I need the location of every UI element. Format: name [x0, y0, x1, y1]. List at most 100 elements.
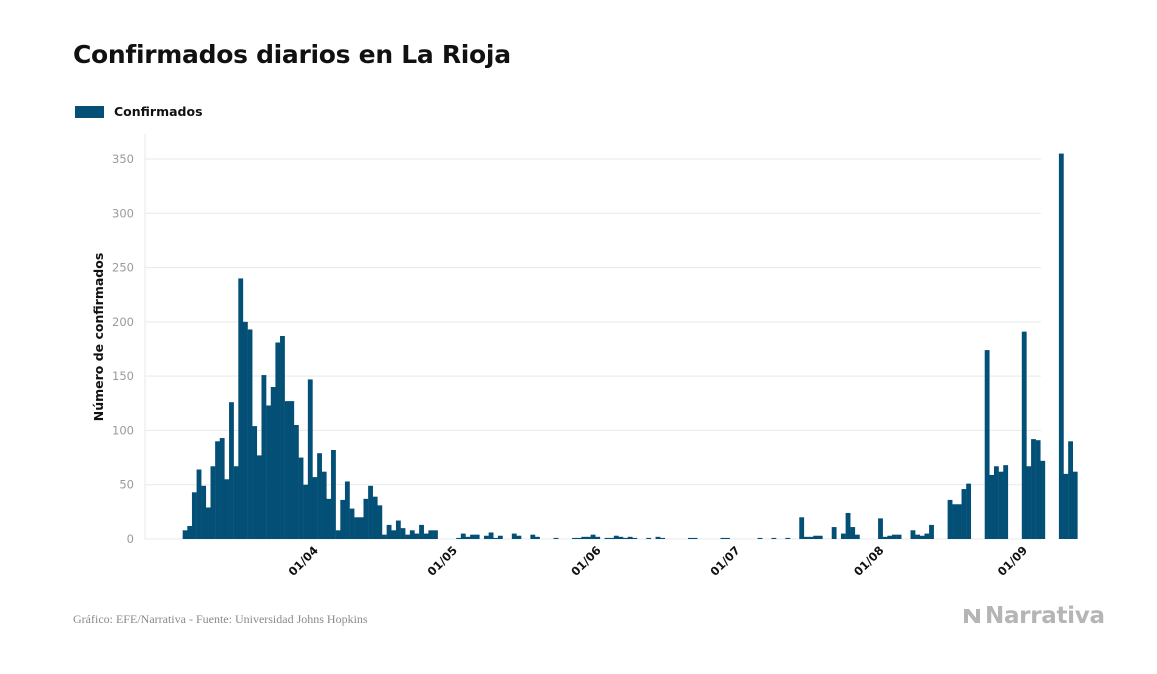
bar [219, 438, 225, 539]
bar [966, 483, 972, 539]
bar [275, 342, 281, 539]
bar [896, 534, 902, 539]
x-tick-labels: 01/04 01/05 01/06 01/07 01/08 01/09 [285, 543, 1030, 579]
bar [771, 537, 777, 539]
bar [891, 534, 897, 539]
bar [358, 517, 364, 539]
bar [224, 479, 230, 539]
bar [261, 375, 267, 539]
bar [535, 536, 540, 539]
bar [576, 537, 582, 539]
bar [1003, 465, 1009, 539]
y-tick-label: 250 [112, 261, 134, 275]
bar [289, 401, 295, 539]
bar [465, 536, 471, 539]
bar [1040, 460, 1046, 539]
bars [182, 153, 1078, 539]
bar [808, 536, 814, 539]
bar [604, 537, 610, 539]
bar [187, 525, 193, 539]
bar [595, 536, 601, 539]
x-tick-label: 01/08 [851, 543, 887, 579]
bar [757, 537, 763, 539]
bar [344, 481, 350, 539]
bar [1026, 466, 1032, 539]
bar [840, 533, 846, 539]
bar [331, 449, 336, 539]
bar [530, 534, 536, 539]
bar [831, 527, 837, 539]
bar [326, 498, 332, 539]
bar [456, 537, 462, 539]
bar [256, 455, 262, 539]
chart-title: Confirmados diarios en La Rioja [73, 40, 511, 69]
bar [386, 524, 392, 539]
bar [785, 537, 791, 539]
bar [242, 321, 248, 539]
bar [210, 466, 216, 539]
bar [233, 466, 239, 539]
bar [1031, 439, 1036, 539]
bar [201, 485, 207, 539]
bar [882, 536, 888, 539]
bar [307, 379, 313, 539]
bar [303, 484, 309, 539]
bar [372, 496, 378, 539]
bar [470, 534, 475, 539]
legend-label: Confirmados [114, 104, 203, 119]
bar [516, 535, 522, 539]
bar [586, 536, 591, 539]
bar [623, 537, 628, 539]
brand: Narrativa [962, 603, 1105, 629]
y-tick-label: 0 [127, 532, 134, 546]
bar [395, 520, 401, 539]
bar [321, 471, 327, 539]
bar [688, 537, 693, 539]
bar [947, 499, 953, 539]
bar [433, 530, 438, 539]
y-tick-label: 50 [119, 478, 134, 492]
bar [266, 405, 271, 539]
x-tick-label: 01/04 [285, 543, 321, 579]
x-tick-label: 01/07 [707, 543, 743, 579]
bar [725, 537, 730, 539]
bar [419, 524, 424, 539]
bar [581, 536, 587, 539]
bar [1068, 441, 1073, 539]
bar [660, 537, 666, 539]
bar [298, 457, 304, 539]
bar [400, 528, 406, 539]
bar [484, 535, 489, 539]
bar [252, 426, 258, 539]
bar [924, 533, 930, 539]
bar [1058, 153, 1064, 539]
bar [845, 512, 851, 539]
bar [817, 535, 823, 539]
bar [915, 534, 921, 539]
bar [497, 535, 503, 539]
legend-swatch [75, 105, 104, 118]
bar [191, 492, 197, 539]
bar [377, 505, 383, 539]
bar [655, 536, 661, 539]
bar [428, 530, 434, 539]
bar [961, 489, 967, 539]
y-tick-label: 350 [112, 152, 134, 166]
x-tick-label: 01/06 [568, 543, 604, 579]
bar [229, 402, 234, 539]
bar [284, 401, 290, 539]
bar [627, 536, 633, 539]
bar [409, 530, 415, 539]
bar [984, 350, 990, 539]
bar [270, 387, 276, 539]
bar [1035, 440, 1041, 539]
bar [590, 534, 596, 539]
bar [632, 537, 638, 539]
bar [215, 441, 220, 539]
bar [1072, 471, 1078, 539]
bar [312, 477, 318, 539]
bar [340, 499, 346, 539]
bar [363, 498, 369, 539]
bar [998, 471, 1004, 539]
